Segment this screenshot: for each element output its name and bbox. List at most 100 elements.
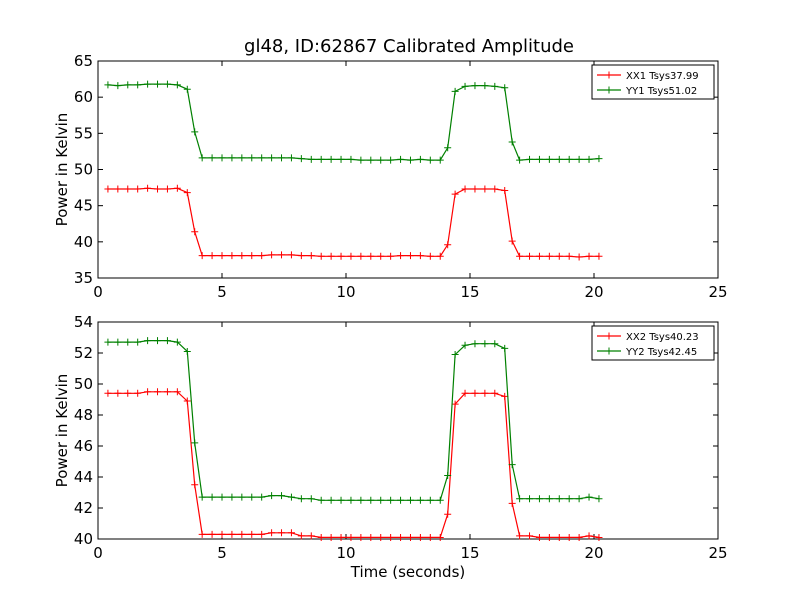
data-point — [327, 252, 335, 260]
data-point — [228, 252, 236, 260]
y-axis-label: Power in Kelvin — [53, 113, 71, 227]
data-point — [238, 493, 246, 501]
data-point — [228, 154, 236, 162]
data-point — [191, 481, 199, 489]
data-point — [154, 337, 162, 345]
data-point — [501, 344, 509, 352]
data-point — [416, 155, 424, 163]
data-point — [337, 496, 345, 504]
data-point — [501, 84, 509, 92]
legend-label: YY1 Tsys51.02 — [625, 86, 697, 97]
data-point — [248, 530, 256, 538]
data-point — [347, 155, 355, 163]
data-point — [228, 493, 236, 501]
data-point — [163, 185, 171, 193]
data-point — [297, 532, 305, 540]
data-point — [337, 533, 345, 541]
y-tick-label: 35 — [74, 269, 93, 287]
data-point — [124, 389, 132, 397]
data-point — [444, 510, 452, 518]
data-point — [426, 156, 434, 164]
y-tick-label: 50 — [74, 375, 93, 393]
data-point — [555, 155, 563, 163]
y-axis-label: Power in Kelvin — [53, 374, 71, 488]
legend-box — [591, 64, 715, 100]
data-point — [163, 80, 171, 88]
data-point — [471, 82, 479, 90]
data-point — [575, 533, 583, 541]
data-point — [278, 251, 286, 259]
data-point — [516, 156, 524, 164]
y-tick-label: 60 — [74, 88, 93, 106]
data-point — [585, 532, 593, 540]
data-point — [444, 144, 452, 152]
data-point — [327, 533, 335, 541]
x-tick-label: 25 — [708, 283, 727, 301]
y-tick-label: 52 — [74, 344, 93, 362]
data-point — [248, 493, 256, 501]
data-point — [387, 156, 395, 164]
data-point — [471, 340, 479, 348]
data-point — [191, 128, 199, 136]
data-point — [426, 533, 434, 541]
legend-label: XX1 Tsys37.99 — [626, 71, 699, 82]
data-point — [268, 492, 276, 500]
x-tick-label: 5 — [217, 544, 227, 562]
data-point — [258, 154, 266, 162]
data-point — [357, 156, 365, 164]
data-point — [198, 530, 206, 538]
data-point — [565, 252, 573, 260]
data-point — [555, 495, 563, 503]
y-tick-label: 50 — [74, 161, 93, 179]
data-point — [491, 185, 499, 193]
data-point — [124, 81, 132, 89]
data-point — [347, 496, 355, 504]
data-point — [397, 155, 405, 163]
x-tick-label: 25 — [708, 544, 727, 562]
y-tick-label: 46 — [74, 437, 93, 455]
data-point — [575, 155, 583, 163]
y-tick-label: 40 — [74, 233, 93, 251]
series-line — [107, 391, 600, 539]
data-point — [297, 252, 305, 260]
data-point — [268, 251, 276, 259]
data-point — [585, 155, 593, 163]
data-point — [565, 495, 573, 503]
data-point — [471, 389, 479, 397]
data-point — [104, 81, 112, 89]
y-tick-label: 48 — [74, 406, 93, 424]
data-point — [526, 155, 534, 163]
series-yy1 — [104, 80, 603, 164]
x-tick-label: 10 — [336, 544, 355, 562]
x-axis-label: Time (seconds) — [350, 563, 466, 581]
data-point — [416, 252, 424, 260]
data-point — [278, 492, 286, 500]
data-point — [406, 496, 414, 504]
data-point — [451, 87, 459, 95]
x-tick-label: 20 — [584, 544, 603, 562]
data-point — [104, 389, 112, 397]
data-point — [154, 185, 162, 193]
data-point — [144, 80, 152, 88]
data-point — [327, 496, 335, 504]
data-point — [198, 252, 206, 260]
data-point — [516, 252, 524, 260]
data-point — [287, 529, 295, 537]
data-point — [208, 252, 216, 260]
data-point — [154, 80, 162, 88]
data-point — [183, 397, 191, 405]
data-point — [208, 493, 216, 501]
data-point — [218, 154, 226, 162]
data-point — [406, 533, 414, 541]
data-point — [278, 529, 286, 537]
data-point — [397, 252, 405, 260]
data-point — [337, 252, 345, 260]
data-point — [317, 496, 325, 504]
data-point — [555, 252, 563, 260]
data-point — [218, 530, 226, 538]
data-point — [173, 81, 181, 89]
y-tick-label: 44 — [74, 468, 93, 486]
data-point — [436, 533, 444, 541]
data-point — [238, 154, 246, 162]
data-point — [387, 533, 395, 541]
